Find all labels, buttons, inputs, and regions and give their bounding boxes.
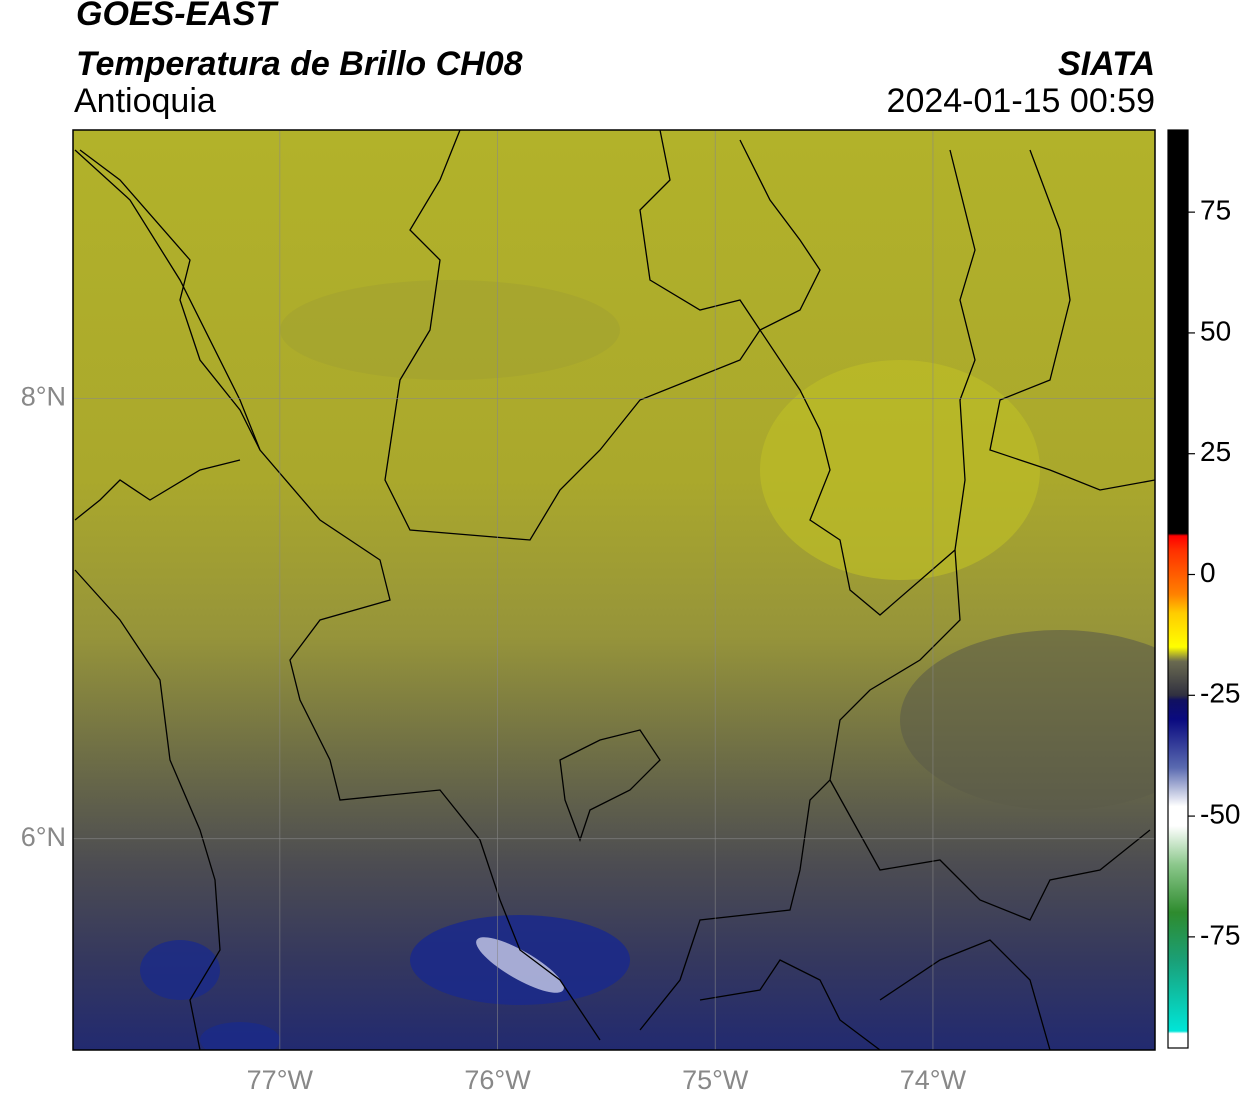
colorbar-tick-label: -75 — [1200, 919, 1240, 950]
map-frame — [72, 129, 1156, 1051]
colorbar — [1167, 129, 1189, 1049]
colorbar-tick-label: -50 — [1200, 798, 1240, 829]
colorbar-tick-label: 50 — [1200, 315, 1231, 346]
x-tick-label: 74°W — [900, 1065, 967, 1095]
y-tick-label: 8°N — [21, 382, 66, 412]
colorbar-tick-label: 25 — [1200, 436, 1231, 467]
y-tick-label: 6°N — [21, 822, 66, 852]
colorbar-tick-label: 75 — [1200, 195, 1231, 226]
graticule — [73, 130, 1155, 1050]
colorbar-tick-label: 0 — [1200, 557, 1216, 588]
x-tick-label: 76°W — [464, 1065, 531, 1095]
satellite: GOES-EAST — [76, 0, 279, 33]
product: Temperatura de Brillo CH08 — [76, 45, 523, 83]
x-tick-label: 75°W — [682, 1065, 749, 1095]
source: SIATA — [1058, 45, 1155, 83]
x-tick-label: 77°W — [247, 1065, 314, 1095]
map-image — [73, 130, 1155, 1050]
datetime: 2024-01-15 00:59 — [887, 82, 1155, 120]
colorbar-tick-label: -25 — [1200, 678, 1240, 709]
region: Antioquia — [74, 82, 216, 120]
